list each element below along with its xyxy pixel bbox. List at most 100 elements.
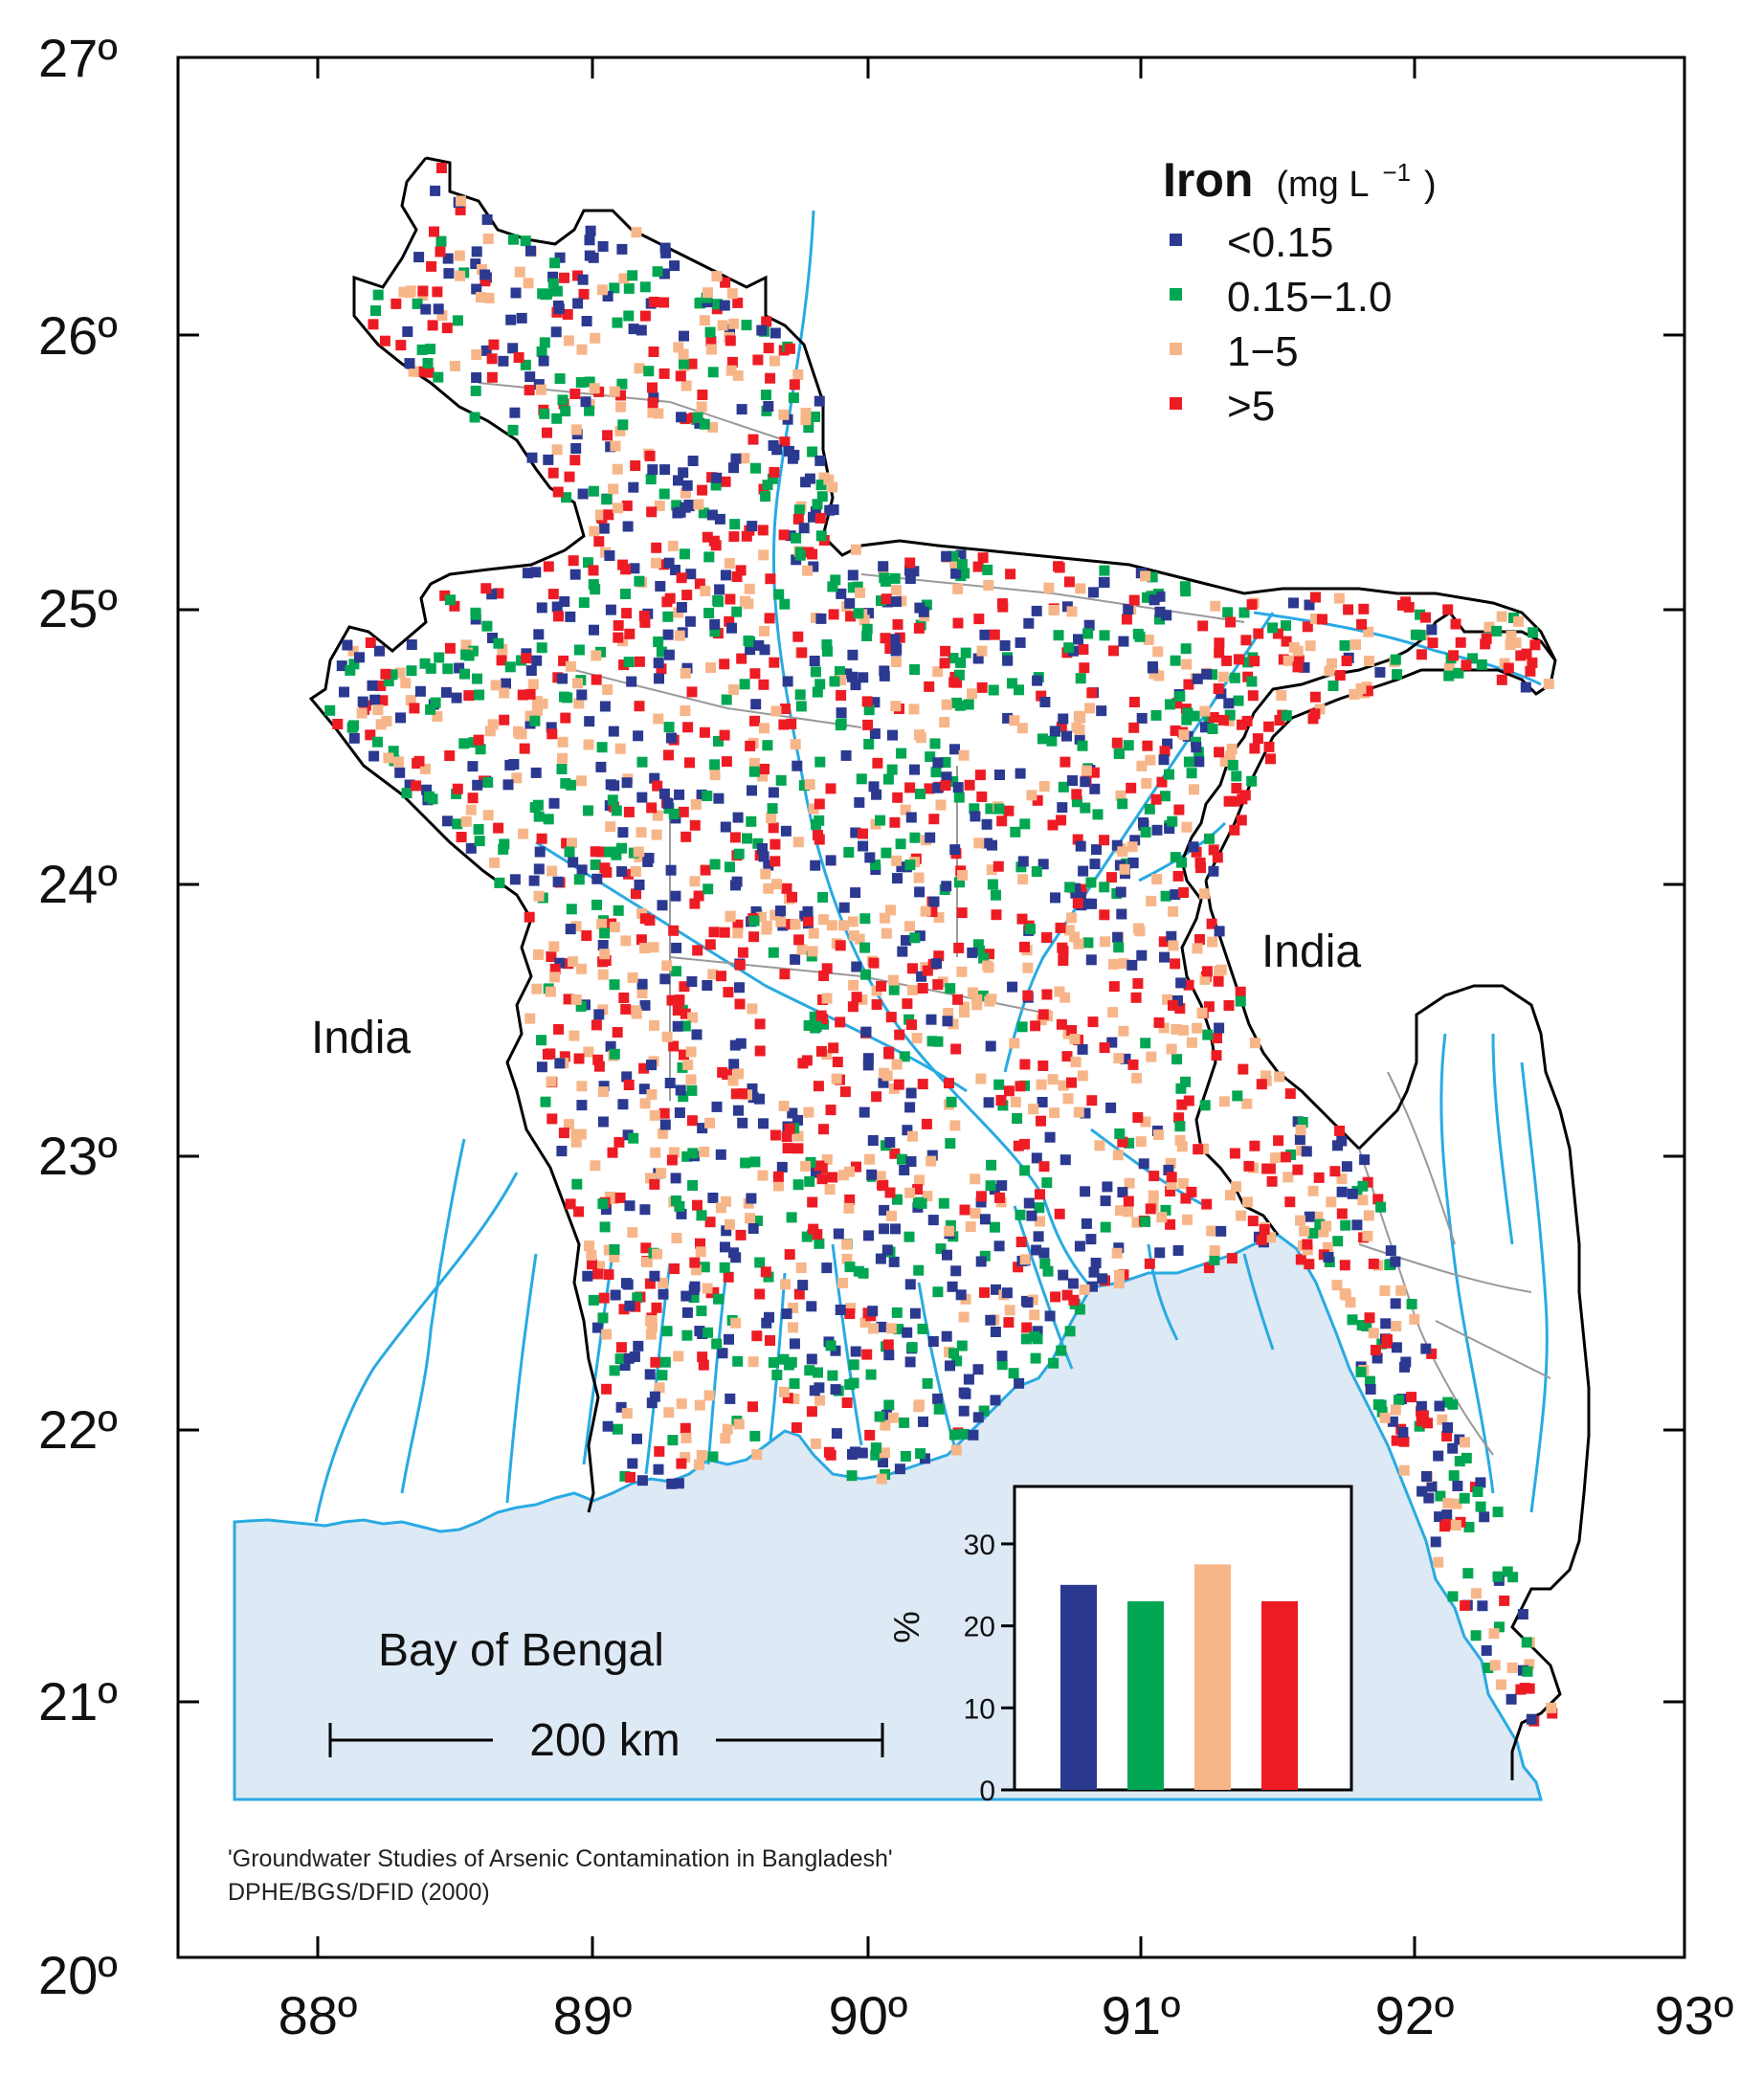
sample-point [1398,1464,1410,1476]
sample-point [412,298,423,309]
sample-point [482,776,494,788]
sample-point [832,1057,843,1067]
sample-point [539,337,550,348]
sample-point [906,1342,918,1353]
sample-point [1063,642,1075,654]
sample-point [744,583,755,594]
sample-point [831,1073,842,1084]
sample-point [687,1180,699,1191]
sample-point [929,738,941,749]
sample-point [775,774,787,786]
sample-point [950,568,962,579]
sample-point [348,732,360,744]
sample-point [615,1342,627,1353]
sample-point [879,572,890,584]
sample-point [496,655,507,666]
sample-point [821,963,833,974]
sample-point [824,504,836,516]
sample-point [1019,1138,1030,1150]
sample-point [861,631,873,641]
sample-point [1074,725,1085,735]
sample-point [494,877,505,888]
sample-point [610,440,621,452]
sample-point [969,803,980,815]
sample-point [922,1377,933,1389]
sample-point [1115,1205,1126,1217]
sample-point [354,652,365,663]
sample-point [1365,1384,1376,1395]
sample-point [941,771,952,783]
sample-point [693,499,704,510]
sample-point [629,1352,640,1362]
sample-point [605,1040,616,1052]
sample-point [810,506,821,517]
sample-point [1141,778,1152,789]
legend-swatch-gt5 [1170,397,1182,410]
sample-point [347,645,359,657]
sample-point [789,1338,800,1350]
sample-point [900,1451,911,1462]
sample-point [914,729,925,741]
sample-point [1249,743,1260,754]
sample-point [870,860,881,870]
sample-point [489,857,500,868]
sample-point [1186,1186,1197,1197]
sample-point [705,336,717,346]
sample-point [1347,1188,1358,1199]
sample-point [759,625,769,637]
sample-point [717,320,728,331]
sample-point [1068,1294,1080,1306]
sample-point [435,235,447,247]
sample-point [891,855,903,866]
sample-point [628,1132,639,1144]
sample-point [470,609,481,620]
sample-point [1284,1196,1296,1208]
sample-point [733,1068,744,1080]
sample-point [692,412,703,423]
sample-point [552,876,564,887]
sample-point [1392,669,1403,681]
sample-point [536,346,547,357]
sample-point [454,250,465,261]
sample-point [909,1307,921,1319]
sample-point [835,1016,846,1028]
sample-point [1173,804,1185,815]
sample-point [554,957,566,969]
sample-point [1203,1262,1215,1274]
sample-point [828,609,839,620]
sample-point [613,620,624,631]
sample-point [482,234,494,244]
sample-point [890,585,902,596]
sample-point [600,1204,612,1216]
sample-point [823,1446,835,1458]
sample-point [793,504,805,516]
sample-point [661,1326,673,1337]
sample-point [987,879,998,890]
sample-point [639,281,651,293]
sample-point [713,1293,725,1305]
sample-point [1202,1029,1214,1040]
sample-point [1083,619,1095,631]
sample-point [1217,714,1229,726]
sample-point [771,1370,783,1380]
sample-point [916,1197,927,1209]
sample-point [781,1131,792,1143]
sample-point [597,1312,609,1324]
sample-point [825,1340,836,1352]
sample-point [860,1026,872,1038]
sample-point [769,466,780,478]
sample-point [642,856,654,867]
sample-point [456,195,466,207]
sample-point [804,1175,815,1187]
sample-point [533,811,545,822]
sample-point [925,832,936,843]
sample-point [1029,1331,1040,1342]
sample-point [673,342,684,353]
sample-point [584,405,595,416]
sample-point [1199,973,1211,985]
sample-point [551,285,563,297]
sample-point [728,531,740,543]
sample-point [935,799,947,811]
sample-point [1078,865,1089,877]
sample-point [814,1160,825,1172]
